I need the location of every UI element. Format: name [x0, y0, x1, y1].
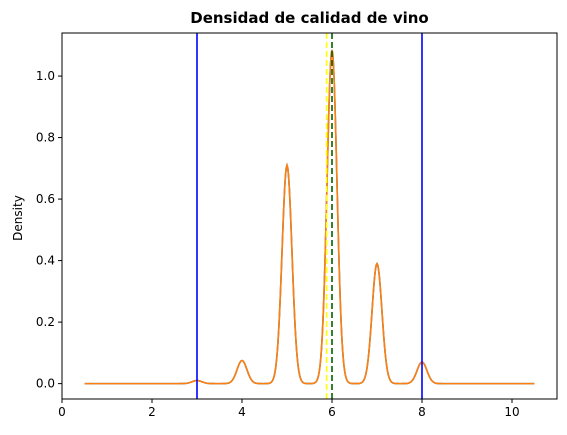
x-tick-label: 0 — [58, 405, 66, 419]
plot-area: 0 2 4 6 8 10 0.0 0.2 0.4 0.6 0.8 1.0 — [36, 33, 535, 419]
y-tick-label: 0.2 — [36, 315, 55, 329]
density-line-1 — [84, 49, 535, 385]
x-tick-label: 10 — [504, 405, 519, 419]
y-tick-label: 0.4 — [36, 254, 55, 268]
data-layer — [84, 33, 535, 399]
x-tick-label: 6 — [328, 405, 336, 419]
y-tick-label: 1.0 — [36, 69, 55, 83]
y-tick-label: 0.0 — [36, 377, 55, 391]
density-line-2 — [84, 49, 535, 385]
chart-title: Densidad de calidad de vino — [190, 9, 428, 27]
x-tick-label: 4 — [238, 405, 246, 419]
x-tick-label: 8 — [418, 405, 426, 419]
plot-frame — [61, 32, 558, 400]
y-tick-label: 0.8 — [36, 131, 55, 145]
y-axis-label: Density — [11, 195, 25, 241]
x-tick-label: 2 — [148, 405, 156, 419]
y-tick-label: 0.6 — [36, 192, 55, 206]
